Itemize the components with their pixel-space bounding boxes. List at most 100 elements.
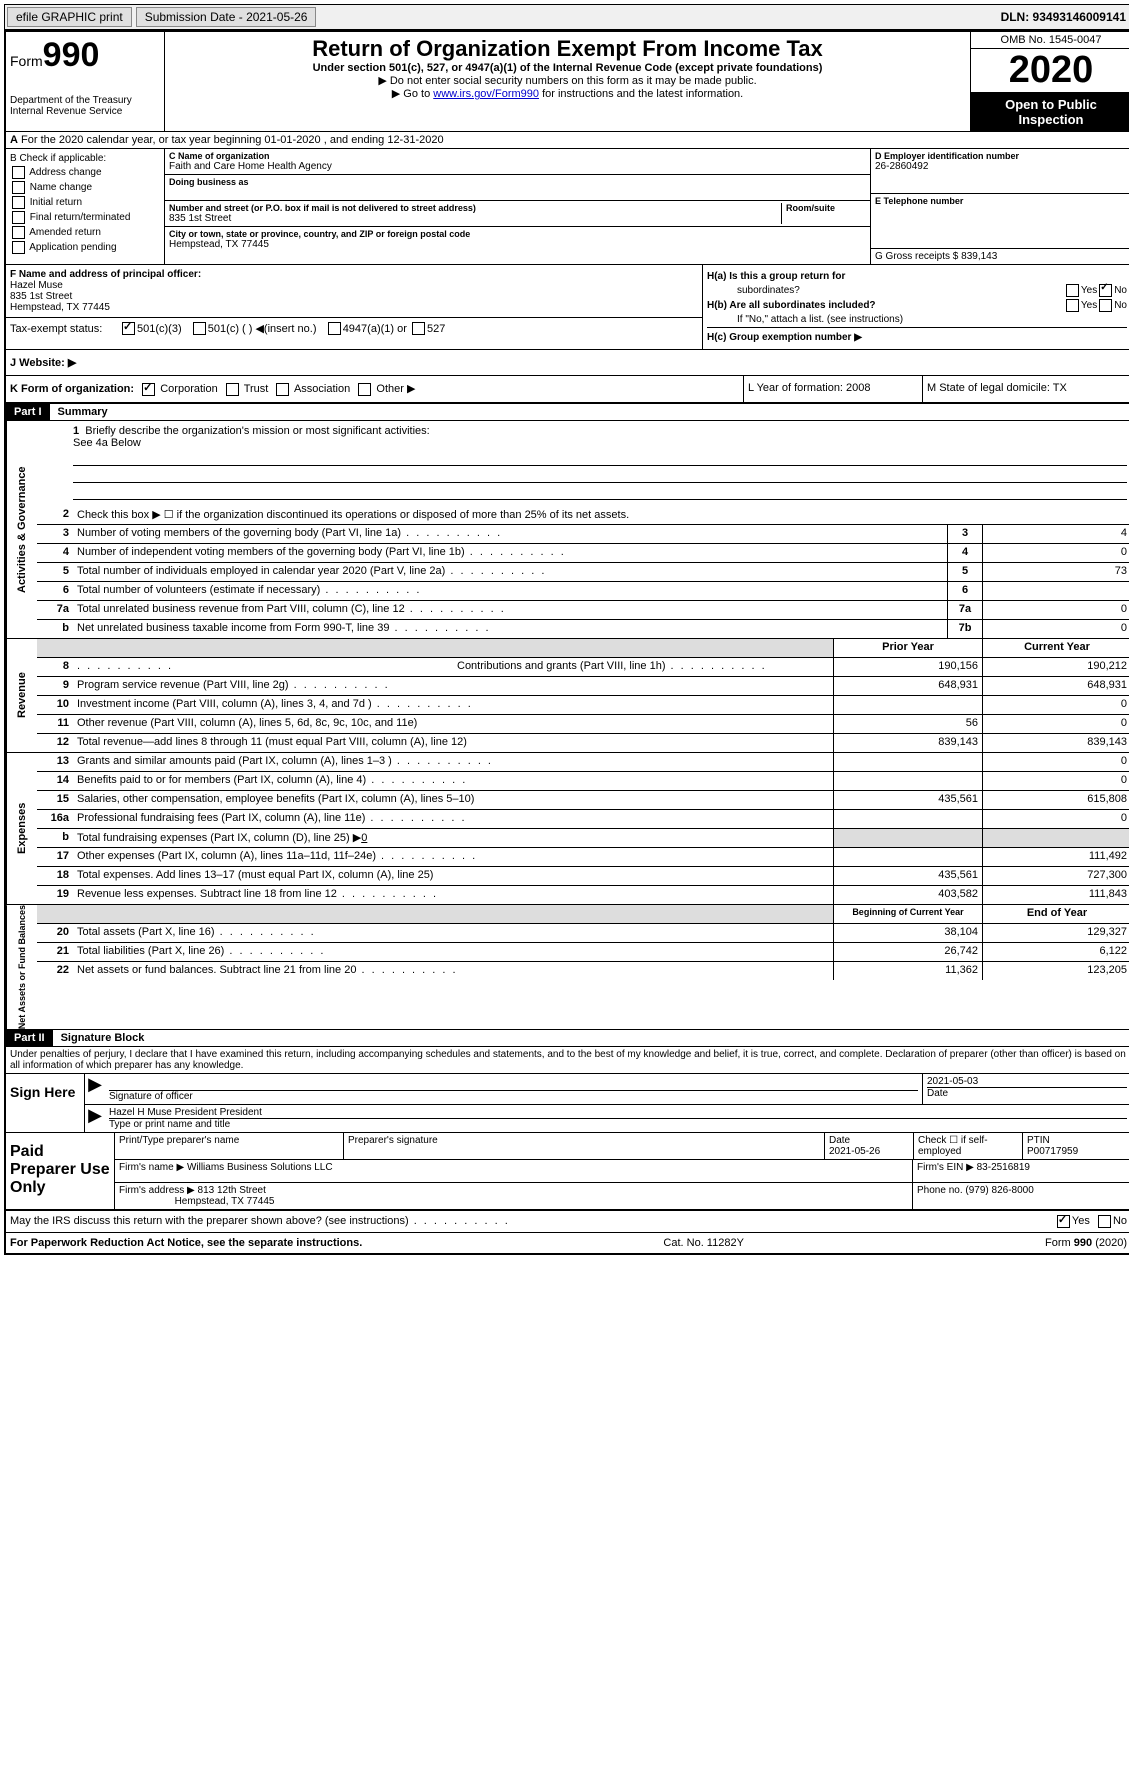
l14-prior: [833, 772, 982, 790]
checkbox-assoc[interactable]: [276, 383, 289, 396]
l22-prior: 11,362: [833, 962, 982, 980]
checkbox-name-change[interactable]: [12, 181, 25, 194]
l16a-prior: [833, 810, 982, 828]
line3-value: 4: [982, 525, 1129, 543]
line4-value: 0: [982, 544, 1129, 562]
firm-name: Williams Business Solutions LLC: [187, 1162, 333, 1173]
firm-ein: 83-2516819: [977, 1162, 1030, 1173]
l12-prior: 839,143: [833, 734, 982, 752]
ptin-value: P00717959: [1027, 1146, 1078, 1157]
penalties-text: Under penalties of perjury, I declare th…: [6, 1047, 1129, 1074]
expenses-label: Expenses: [6, 753, 37, 904]
l10-prior: [833, 696, 982, 714]
l11-current: 0: [982, 715, 1129, 733]
l20-prior: 38,104: [833, 924, 982, 942]
checkbox-501c[interactable]: [193, 322, 206, 335]
l9-current: 648,931: [982, 677, 1129, 695]
line5-value: 73: [982, 563, 1129, 581]
ein-value: 26-2860492: [875, 161, 1127, 172]
header-left: Form990 Department of the Treasury Inter…: [6, 32, 165, 131]
l10-current: 0: [982, 696, 1129, 714]
dept-label: Department of the Treasury: [10, 95, 160, 106]
box-d: D Employer identification number 26-2860…: [871, 149, 1129, 264]
section-bcd: B Check if applicable: Address change Na…: [6, 149, 1129, 265]
preparer-section: Paid Preparer Use Only Print/Type prepar…: [6, 1133, 1129, 1211]
dln: DLN: 93493146009141: [1001, 10, 1129, 24]
efile-button[interactable]: efile GRAPHIC print: [7, 7, 132, 27]
mission-text: See 4a Below: [73, 437, 1127, 449]
inspection-label: Open to Public Inspection: [971, 93, 1129, 131]
discuss-row: May the IRS discuss this return with the…: [6, 1211, 1129, 1233]
prep-date: 2021-05-26: [829, 1146, 880, 1157]
l19-current: 111,843: [982, 886, 1129, 904]
box-b: B Check if applicable: Address change Na…: [6, 149, 165, 264]
irs-label: Internal Revenue Service: [10, 106, 160, 117]
checkbox-discuss-yes[interactable]: [1057, 1215, 1070, 1228]
governance-section: Activities & Governance 1 Briefly descri…: [6, 421, 1129, 639]
note1: ▶ Do not enter social security numbers o…: [169, 74, 966, 87]
l15-prior: 435,561: [833, 791, 982, 809]
section-fh: F Name and address of principal officer:…: [6, 265, 1129, 350]
header-mid: Return of Organization Exempt From Incom…: [165, 32, 970, 131]
row-a: A For the 2020 calendar year, or tax yea…: [6, 132, 1129, 149]
l15-current: 615,808: [982, 791, 1129, 809]
box-h: H(a) Is this a group return for subordin…: [703, 265, 1129, 349]
line7b-value: 0: [982, 620, 1129, 638]
form-title: Return of Organization Exempt From Incom…: [169, 36, 966, 62]
checkbox-address-change[interactable]: [12, 166, 25, 179]
checkbox-corp[interactable]: [142, 383, 155, 396]
checkbox-501c3[interactable]: [122, 322, 135, 335]
checkbox-amended[interactable]: [12, 226, 25, 239]
note2: ▶ Go to www.irs.gov/Form990 for instruct…: [169, 87, 966, 100]
name-label: C Name of organization: [169, 151, 866, 161]
addr-label: Number and street (or P.O. box if mail i…: [169, 203, 781, 213]
form-subtitle: Under section 501(c), 527, or 4947(a)(1)…: [169, 62, 966, 74]
org-address: 835 1st Street: [169, 213, 781, 224]
checkbox-ha-no[interactable]: [1099, 284, 1112, 297]
checkbox-hb-no[interactable]: [1099, 299, 1112, 312]
checkbox-trust[interactable]: [226, 383, 239, 396]
checkbox-527[interactable]: [412, 322, 425, 335]
l21-prior: 26,742: [833, 943, 982, 961]
firm-city: Hempstead, TX 77445: [175, 1196, 275, 1207]
topbar: efile GRAPHIC print Submission Date - 20…: [4, 4, 1129, 30]
l9-prior: 648,931: [833, 677, 982, 695]
checkbox-4947[interactable]: [328, 322, 341, 335]
box-b-label: B Check if applicable:: [10, 153, 160, 164]
state-domicile: M State of legal domicile: TX: [923, 376, 1129, 402]
l8-prior: 190,156: [833, 658, 982, 676]
checkbox-other[interactable]: [358, 383, 371, 396]
omb-number: OMB No. 1545-0047: [971, 32, 1129, 49]
officer-signed-name: Hazel H Muse President President: [109, 1107, 1127, 1118]
tax-year: 2020: [971, 49, 1129, 93]
revenue-section: Revenue Prior YearCurrent Year 8Contribu…: [6, 639, 1129, 753]
checkbox-final-return[interactable]: [12, 211, 25, 224]
gross-receipts: G Gross receipts $ 839,143: [875, 251, 1127, 262]
footer-right: Form 990 (2020): [1045, 1237, 1127, 1249]
footer-mid: Cat. No. 11282Y: [362, 1237, 1045, 1249]
officer-city: Hempstead, TX 77445: [10, 302, 698, 313]
checkbox-hb-yes[interactable]: [1066, 299, 1079, 312]
checkbox-ha-yes[interactable]: [1066, 284, 1079, 297]
firm-addr: 813 12th Street: [198, 1185, 266, 1196]
l16a-current: 0: [982, 810, 1129, 828]
checkbox-discuss-no[interactable]: [1098, 1215, 1111, 1228]
l13-current: 0: [982, 753, 1129, 771]
room-label: Room/suite: [786, 203, 866, 213]
footer: For Paperwork Reduction Act Notice, see …: [6, 1233, 1129, 1253]
officer-addr: 835 1st Street: [10, 291, 698, 302]
phone-label: E Telephone number: [875, 196, 1127, 206]
checkbox-pending[interactable]: [12, 241, 25, 254]
firm-phone: (979) 826-8000: [965, 1185, 1033, 1196]
l22-current: 123,205: [982, 962, 1129, 980]
form-header: Form990 Department of the Treasury Inter…: [6, 32, 1129, 132]
sign-here-section: Sign Here ▶ Signature of officer 2021-05…: [6, 1074, 1129, 1133]
form-container: Form990 Department of the Treasury Inter…: [4, 30, 1129, 1255]
irs-link[interactable]: www.irs.gov/Form990: [433, 88, 539, 100]
expenses-section: Expenses 13Grants and similar amounts pa…: [6, 753, 1129, 905]
row-j: J Website: ▶: [6, 350, 1129, 376]
year-formation: L Year of formation: 2008: [744, 376, 923, 402]
l12-current: 839,143: [982, 734, 1129, 752]
tax-status-label: Tax-exempt status:: [10, 323, 120, 335]
checkbox-initial-return[interactable]: [12, 196, 25, 209]
